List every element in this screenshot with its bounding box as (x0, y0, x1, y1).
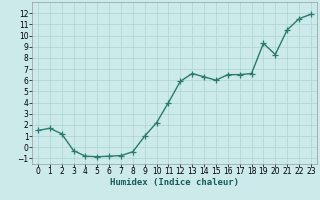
X-axis label: Humidex (Indice chaleur): Humidex (Indice chaleur) (110, 178, 239, 187)
